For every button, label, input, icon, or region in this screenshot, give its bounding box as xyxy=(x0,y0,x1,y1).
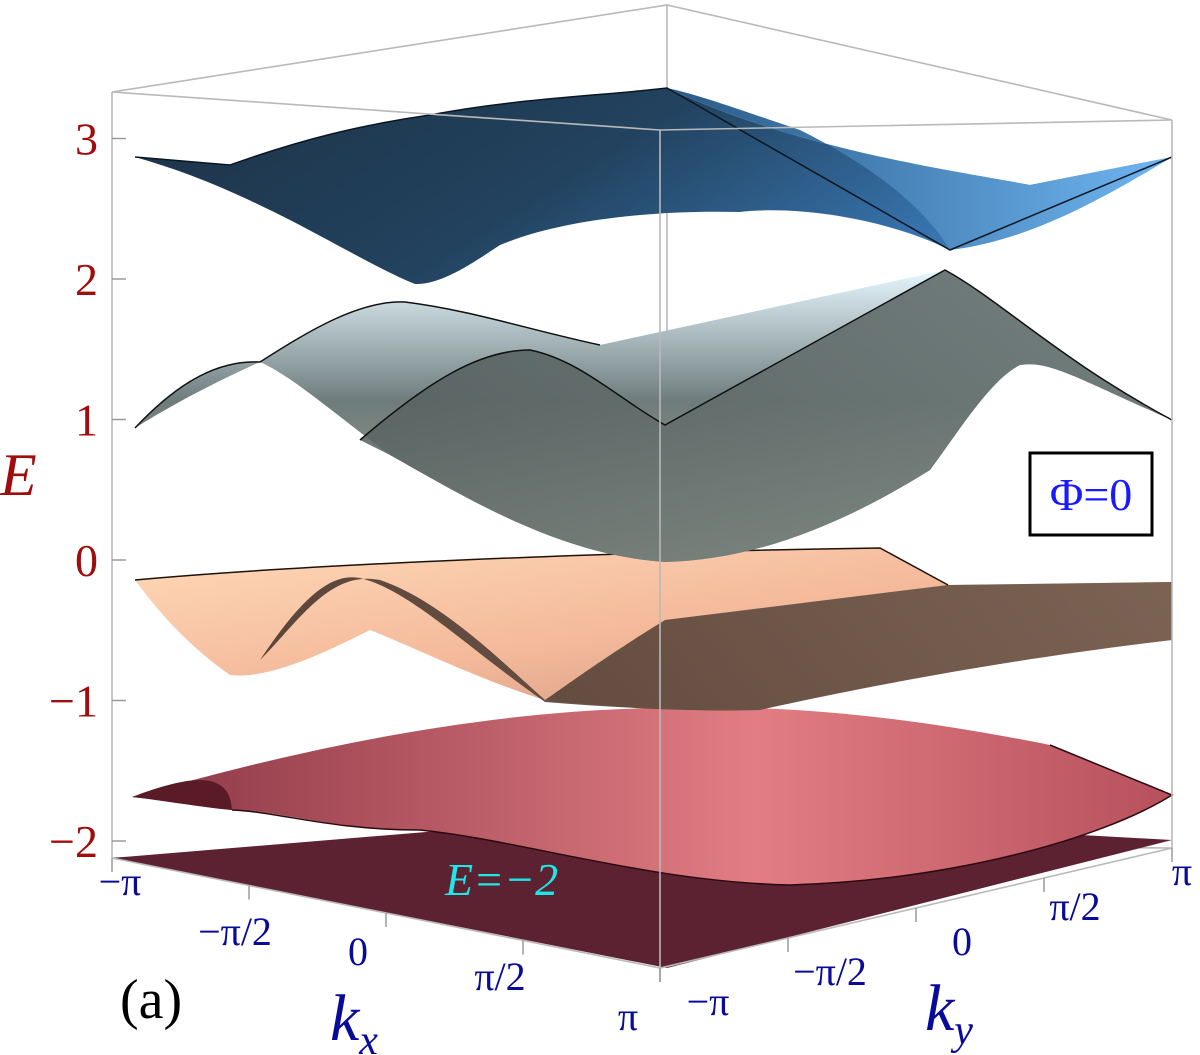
energy-axis-label: E xyxy=(0,442,37,508)
kx-tick-label: −π xyxy=(99,859,142,904)
energy-axis: 3 2 1 0 −1 −2 xyxy=(49,114,126,867)
kx-axis-label: kx xyxy=(330,982,378,1055)
energy-tick-label: −1 xyxy=(49,676,98,727)
flux-label-box: Φ=0 xyxy=(1028,451,1154,537)
ky-tick-label: −π xyxy=(687,979,730,1024)
band-2-surface xyxy=(134,269,1173,562)
flat-band-label: E=−2 xyxy=(444,854,558,905)
kx-tick-label: π xyxy=(618,994,638,1039)
ky-axis-label: ky xyxy=(925,972,973,1054)
band-3-surface xyxy=(134,547,1172,711)
ky-tick-label: 0 xyxy=(952,919,972,964)
panel-label: (a) xyxy=(120,969,182,1031)
energy-tick-label: 2 xyxy=(75,254,98,305)
ky-tick-label: π xyxy=(1172,849,1192,894)
ky-axis: −π −π/2 0 π/2 π xyxy=(659,848,1192,1024)
kx-axis: −π −π/2 0 π/2 π xyxy=(99,858,661,1039)
band-1-surface xyxy=(134,87,1173,285)
energy-tick-label: −2 xyxy=(49,816,98,867)
ky-tick-label: π/2 xyxy=(1049,884,1100,929)
kx-tick-label: π/2 xyxy=(474,954,525,999)
flux-label: Φ=0 xyxy=(1050,469,1133,520)
kx-tick-label: 0 xyxy=(348,929,368,974)
kx-tick-label: −π/2 xyxy=(198,909,272,954)
ky-tick-label: −π/2 xyxy=(793,949,867,994)
energy-tick-label: 1 xyxy=(75,395,98,446)
band-4-surface xyxy=(132,707,1174,886)
energy-tick-label: 3 xyxy=(75,114,98,165)
energy-tick-label: 0 xyxy=(75,535,98,586)
